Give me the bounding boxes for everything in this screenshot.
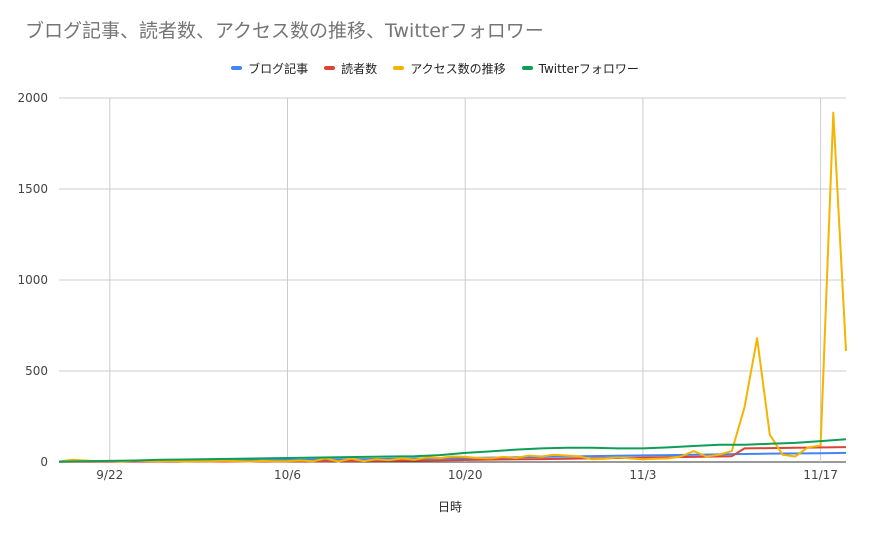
legend-swatch-blog bbox=[231, 66, 243, 70]
x-tick-label-4: 11/17 bbox=[803, 468, 838, 482]
series-line-2 bbox=[58, 111, 847, 463]
y-tick-label-1: 500 bbox=[25, 364, 48, 378]
chart-title: ブログ記事、読者数、アクセス数の推移、Twitterフォロワー bbox=[25, 20, 544, 42]
legend: ブログ記事 読者数 アクセス数の推移 Twitterフォロワー bbox=[0, 60, 870, 76]
x-tick-label-0: 9/22 bbox=[96, 468, 123, 482]
x-tick-label-1: 10/6 bbox=[274, 468, 301, 482]
y-tick-label-0: 0 bbox=[40, 455, 48, 469]
y-tick-label-4: 2000 bbox=[17, 91, 48, 105]
y-tick-label-2: 1000 bbox=[17, 273, 48, 287]
y-tick-label-3: 1500 bbox=[17, 182, 48, 196]
legend-item-twitter[interactable]: Twitterフォロワー bbox=[521, 60, 639, 77]
legend-label-access: アクセス数の推移 bbox=[410, 61, 506, 76]
legend-label-readers: 読者数 bbox=[341, 61, 378, 76]
legend-item-access[interactable]: アクセス数の推移 bbox=[393, 60, 506, 77]
x-tick-label-3: 11/3 bbox=[629, 468, 656, 482]
legend-label-twitter: Twitterフォロワー bbox=[538, 61, 639, 76]
x-axis-title: 日時 bbox=[437, 500, 462, 514]
legend-swatch-access bbox=[393, 66, 405, 70]
legend-item-readers[interactable]: 読者数 bbox=[324, 60, 377, 77]
legend-item-blog[interactable]: ブログ記事 bbox=[231, 60, 308, 77]
legend-label-blog: ブログ記事 bbox=[248, 61, 309, 76]
legend-swatch-twitter bbox=[521, 66, 533, 70]
series-line-3 bbox=[58, 438, 847, 463]
legend-swatch-readers bbox=[324, 66, 336, 70]
x-tick-label-2: 10/20 bbox=[448, 468, 483, 482]
